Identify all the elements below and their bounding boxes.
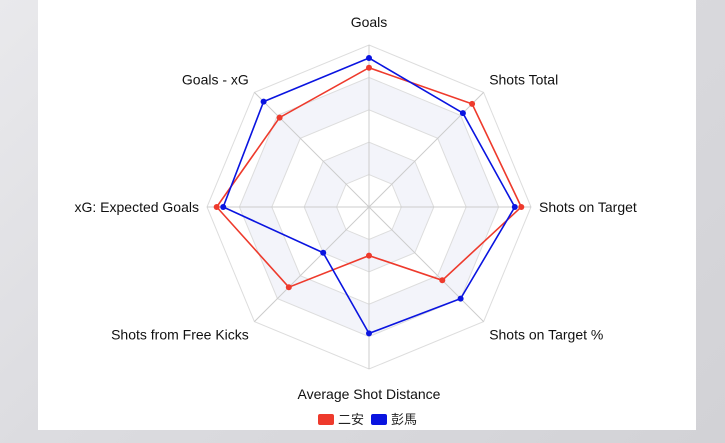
radar-spokes <box>207 45 531 369</box>
series-0-point-4[interactable] <box>366 252 372 259</box>
spoke-3 <box>368 206 484 322</box>
series-1-point-0[interactable] <box>366 55 372 61</box>
legend-swatch-1[interactable] <box>371 414 387 425</box>
axis-labels: Goals Shots Total Shots on Target Shots on … <box>74 14 636 402</box>
spoke-7 <box>254 92 370 208</box>
series-1-point-6[interactable] <box>220 204 227 210</box>
series-0-point-5[interactable] <box>285 284 292 291</box>
legend-label-1[interactable]: 彭馬 <box>391 412 417 427</box>
axis-label-1: Shots Total <box>489 72 558 88</box>
axis-label-2: Shots on Target <box>539 199 637 215</box>
series-1-point-7[interactable] <box>260 98 267 105</box>
series-1-point-2[interactable] <box>511 204 518 210</box>
legend-label-0[interactable]: 二安 <box>338 412 364 427</box>
spoke-5 <box>254 206 370 322</box>
series-0-point-7[interactable] <box>276 114 283 121</box>
series-1-point-1[interactable] <box>459 110 466 117</box>
axis-label-6: xG: Expected Goals <box>74 199 199 215</box>
axis-label-5: Shots from Free Kicks <box>111 326 249 342</box>
axis-label-3: Shots on Target % <box>489 326 603 342</box>
axis-label-4: Average Shot Distance <box>298 386 441 402</box>
legend-swatch-0[interactable] <box>318 414 334 425</box>
axis-label-0: Goals <box>351 14 388 30</box>
series-0-point-3[interactable] <box>439 277 446 284</box>
series-0-point-6[interactable] <box>213 204 220 210</box>
series-0-point-2[interactable] <box>518 204 525 210</box>
series-1-point-3[interactable] <box>457 295 464 302</box>
series-0-point-1[interactable] <box>469 100 476 107</box>
axis-label-7: Goals - xG <box>182 72 249 88</box>
radar-series <box>213 55 525 337</box>
series-1-point-4[interactable] <box>366 330 372 337</box>
legend: 二安 彭馬 <box>318 412 417 427</box>
series-1-point-5[interactable] <box>320 249 327 256</box>
series-0-point-0[interactable] <box>366 64 372 71</box>
